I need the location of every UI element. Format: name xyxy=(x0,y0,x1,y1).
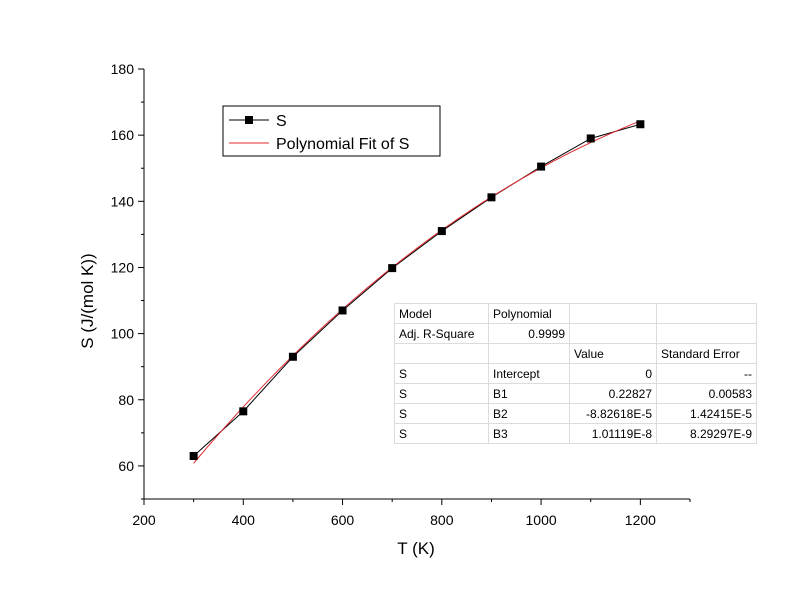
x-tick-label: 1000 xyxy=(526,512,557,528)
table-cell: Standard Error xyxy=(656,343,757,364)
y-axis-label: S (J/(mol K)) xyxy=(78,253,97,348)
table-cell: -8.82618E-5 xyxy=(569,403,657,424)
y-tick-label: 160 xyxy=(111,127,135,143)
table-cell: S xyxy=(394,403,489,424)
table-cell: 0.9999 xyxy=(488,323,570,344)
table-cell xyxy=(488,343,570,364)
table-cell: S xyxy=(394,363,489,384)
table-row: S B1 0.22827 0.00583 xyxy=(394,383,757,404)
table-cell xyxy=(569,323,657,344)
table-cell: -- xyxy=(656,363,757,384)
table-cell xyxy=(569,303,657,324)
data-point xyxy=(239,407,248,416)
data-point xyxy=(288,352,297,361)
legend-box xyxy=(222,105,441,157)
table-row: Model Polynomial xyxy=(394,303,757,324)
x-axis-label: T (K) xyxy=(397,539,434,558)
table-cell: 0 xyxy=(569,363,657,384)
table-cell: B2 xyxy=(488,403,570,424)
table-cell xyxy=(656,303,757,324)
table-cell: 1.42415E-5 xyxy=(656,403,757,424)
x-tick-label: 400 xyxy=(232,512,256,528)
y-tick-label: 180 xyxy=(111,61,135,77)
x-tick-label: 200 xyxy=(132,512,156,528)
data-point xyxy=(586,134,595,143)
table-cell: 0.22827 xyxy=(569,383,657,404)
table-row: S B3 1.01119E-8 8.29297E-9 xyxy=(394,423,757,444)
table-cell: Adj. R-Square xyxy=(394,323,489,344)
table-cell: S xyxy=(394,423,489,444)
series-fit-line xyxy=(193,120,641,464)
table-cell: 8.29297E-9 xyxy=(656,423,757,444)
table-cell: 0.00583 xyxy=(656,383,757,404)
legend-label-fit: Polynomial Fit of S xyxy=(276,136,409,153)
table-cell: B1 xyxy=(488,383,570,404)
table-row: Value Standard Error xyxy=(394,343,757,364)
y-tick-label: 140 xyxy=(111,193,135,209)
table-cell: B3 xyxy=(488,423,570,444)
y-tick-label: 100 xyxy=(111,326,135,342)
data-point xyxy=(189,452,198,460)
table-cell: 1.01119E-8 xyxy=(569,423,657,444)
y-tick-label: 80 xyxy=(118,392,134,408)
table-cell: Value xyxy=(569,343,657,364)
table-cell xyxy=(656,323,757,344)
plot-area xyxy=(189,120,645,464)
table-cell: Polynomial xyxy=(488,303,570,324)
table-cell: S xyxy=(394,383,489,404)
data-point xyxy=(537,162,546,171)
y-tick-label: 60 xyxy=(118,458,134,474)
y-tick-label: 120 xyxy=(111,259,135,275)
table-row: S B2 -8.82618E-5 1.42415E-5 xyxy=(394,403,757,424)
table-cell: Intercept xyxy=(488,363,570,384)
series-s-line xyxy=(193,123,641,457)
x-tick-label: 800 xyxy=(430,512,454,528)
table-row: S Intercept 0 -- xyxy=(394,363,757,384)
data-point xyxy=(338,306,347,315)
axes: 200 400 600 800 1000 1200 60 80 100 120 140 160 180 xyxy=(111,61,691,528)
data-point xyxy=(437,227,446,236)
legend-s-marker xyxy=(245,116,253,124)
table-row: Adj. R-Square 0.9999 xyxy=(394,323,757,344)
table-cell: Model xyxy=(394,303,489,324)
data-point xyxy=(487,193,496,202)
fit-statistics-table: Model Polynomial Adj. R-Square 0.9999 Value S… xyxy=(394,303,757,444)
legend: S Polynomial Fit of S xyxy=(222,105,441,157)
fit-statistics-body: Model Polynomial Adj. R-Square 0.9999 Value S… xyxy=(394,303,757,444)
x-tick-label: 600 xyxy=(331,512,355,528)
table-cell xyxy=(394,343,489,364)
data-point xyxy=(636,120,645,129)
data-point xyxy=(388,264,397,273)
legend-label-s: S xyxy=(276,113,287,130)
x-tick-label: 1200 xyxy=(625,512,656,528)
